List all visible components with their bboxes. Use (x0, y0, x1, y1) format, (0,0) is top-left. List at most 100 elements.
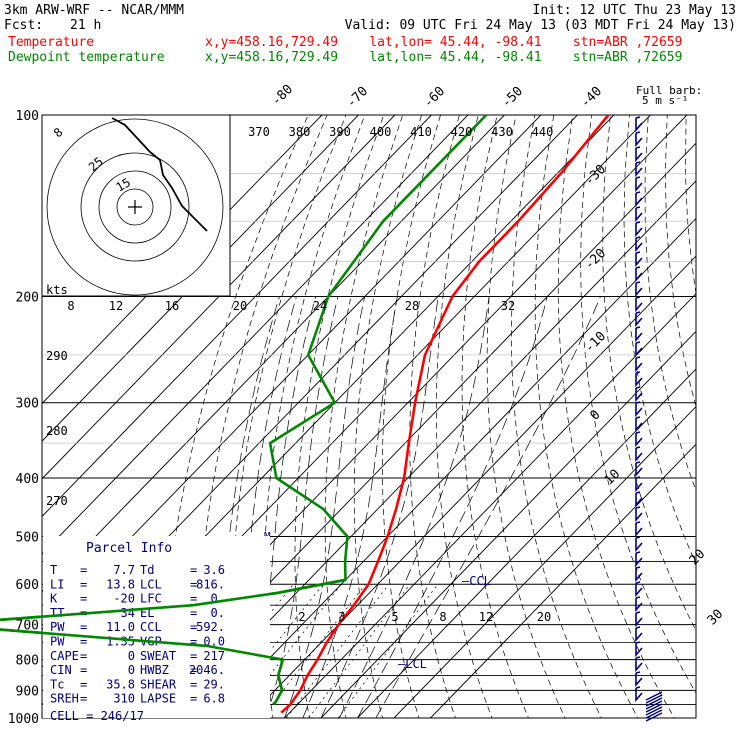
dry-adiabat-label: 290 (46, 349, 68, 363)
isotherm-label: -60 (421, 84, 448, 111)
hodograph-speed-label: 16 (165, 299, 179, 313)
wind-barb (635, 341, 643, 358)
parcel-info-eq: = (190, 577, 197, 591)
wind-barb (635, 116, 643, 133)
parcel-info-label: LFC (140, 592, 162, 606)
wind-barb (635, 191, 643, 208)
wind-barb (635, 671, 643, 688)
parcel-info-label: LI (50, 577, 64, 591)
isotherm-label: 0 (587, 407, 603, 423)
pressure-tick-label: 700 (16, 619, 39, 634)
dry-adiabat (602, 115, 696, 632)
wind-barb (635, 161, 643, 178)
forecast-hours: 21 h (70, 18, 102, 33)
hodograph-speed-label: 28 (405, 299, 419, 313)
wind-barb (645, 703, 663, 713)
parcel-info-eq: = (190, 649, 197, 663)
dry-adiabat (724, 115, 740, 731)
isotherm-label: -10 (582, 329, 609, 356)
dry-adiabat (664, 115, 696, 408)
wind-barb (635, 626, 643, 643)
parcel-info-cell: CELL = 246/17 (50, 709, 144, 723)
wind-barb (635, 641, 643, 658)
hodograph-units-label: kts (46, 283, 68, 297)
theta-e-label: 430 (491, 125, 513, 139)
parcel-info-label: SHEAR (140, 677, 177, 691)
isotherm-label: -20 (582, 246, 609, 273)
isotherm-label: -40 (578, 84, 605, 111)
wind-barb (635, 476, 643, 493)
isotherm-label: -80 (269, 82, 296, 109)
isotherm-label: 30 (705, 607, 727, 629)
dry-adiabat (435, 115, 493, 718)
parcel-info-value: 11.0 (106, 620, 135, 634)
parcel-info-eq: = (80, 677, 87, 691)
wind-barb-title: Full barb: (636, 84, 702, 97)
theta-e-label: 400 (370, 125, 392, 139)
parcel-info-eq: = (190, 635, 197, 649)
wind-barb-units: 5 m s⁻¹ (642, 94, 688, 107)
hodograph-speed-label: 8 (67, 299, 74, 313)
mixing-ratio-label: 3 (338, 610, 345, 624)
parcel-info-box (43, 536, 270, 718)
isotherm-label: -50 (499, 84, 526, 111)
hodograph-speed-label: 20 (233, 299, 247, 313)
mixing-ratio-label: 5 (391, 610, 398, 624)
parcel-info-eq: = (190, 692, 197, 706)
pressure-tick-label: 600 (16, 578, 39, 593)
parcel-info-value: 7.7 (113, 563, 135, 577)
ccl-marker: —CCL (462, 574, 491, 588)
parcel-info-eq: = (80, 563, 87, 577)
parcel-info-eq: = (190, 592, 197, 606)
wind-barb (635, 446, 643, 463)
pressure-tick-label: 100 (16, 109, 39, 124)
isotherm-line (42, 115, 396, 480)
wind-barb (635, 431, 643, 448)
wind-barb (635, 656, 643, 673)
isotherm-line (320, 330, 696, 718)
wind-barb (635, 566, 643, 583)
parcel-info-label: TT (50, 606, 64, 620)
wind-barb (635, 416, 643, 433)
wind-barb (635, 176, 643, 193)
parcel-info-eq: = (80, 592, 87, 606)
isotherm-line (42, 115, 432, 518)
wind-barb (635, 266, 643, 283)
pressure-tick-label: 300 (16, 397, 39, 412)
theta-e-label: 370 (248, 125, 270, 139)
parcel-info-eq: = (190, 663, 197, 677)
lcl-marker: —LCL (398, 657, 427, 671)
parcel-info-value: 13.8 (106, 577, 135, 591)
parcel-info-label: K (50, 592, 58, 606)
dry-adiabat (409, 115, 460, 718)
wind-barb (645, 700, 663, 710)
dry-adiabat (511, 115, 602, 718)
dry-adiabat (324, 115, 404, 718)
pressure-tick-label: 200 (16, 291, 39, 306)
mixing-ratio-label: 8 (439, 610, 446, 624)
isotherm-line (430, 443, 696, 718)
wind-barb (635, 251, 643, 268)
parcel-info-label: CIN (50, 663, 72, 677)
parcel-info-eq: = (190, 563, 197, 577)
isotherm-line (42, 115, 469, 555)
parcel-info-eq: = (80, 635, 87, 649)
isotherm-line (211, 217, 696, 718)
plot-frame (41, 114, 697, 719)
wind-barb (635, 521, 643, 538)
wind-barb (645, 691, 663, 701)
theta-e-label: 390 (329, 125, 351, 139)
theta-e-label: 440 (532, 125, 554, 139)
parcel-info-value: 34 (121, 606, 135, 620)
dry-adiabat (534, 115, 639, 718)
dry-adiabat (685, 115, 696, 297)
isotherm-label: -70 (344, 84, 371, 111)
parcel-info-value: 816. (196, 577, 225, 591)
pressure-tick-label: 900 (16, 684, 39, 699)
parcel-info-value: 2046. (189, 663, 225, 677)
wind-barb (635, 371, 643, 388)
temperature-profile (280, 114, 610, 714)
hodograph-ring (46, 118, 224, 296)
dry-adiabat (382, 115, 441, 718)
moist-adiabat (265, 296, 339, 718)
